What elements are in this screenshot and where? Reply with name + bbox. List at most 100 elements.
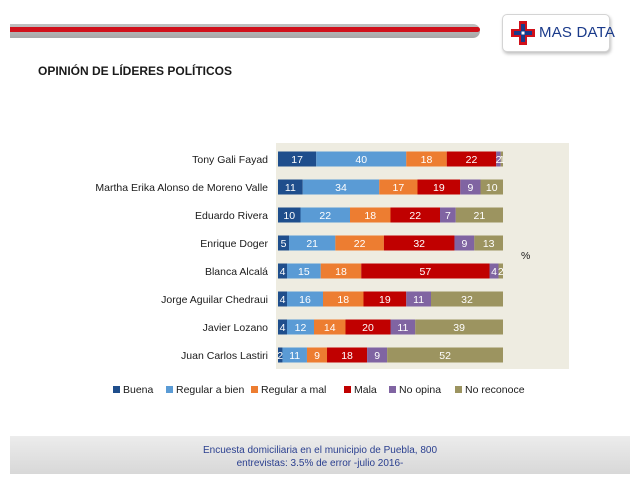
bar-mala-enrique-doger xyxy=(383,235,455,251)
bar-no-reconoce-blanca-alcala xyxy=(498,263,503,279)
data-label-mala-blanca-alcala: 57 xyxy=(420,266,432,278)
bar-mala-jorge-aguilar-chedraui xyxy=(363,291,407,307)
bar-regular-a-mal-enrique-doger xyxy=(335,235,384,251)
data-label-mala-jorge-aguilar-chedraui: 19 xyxy=(379,294,391,306)
bar-buena-javier-lozano xyxy=(278,319,287,335)
bar-regular-a-bien-eduardo-rivera xyxy=(300,207,350,223)
bar-regular-a-mal-blanca-alcala xyxy=(320,263,362,279)
bar-regular-a-mal-jorge-aguilar-chedraui xyxy=(323,291,364,307)
bar-no-reconoce-tony-gali-fayad xyxy=(500,151,503,167)
data-label-buena-tony-gali-fayad: 17 xyxy=(291,154,303,166)
data-label-buena-juan-carlos-lastiri: 2 xyxy=(277,350,283,362)
data-label-no-reconoce-martha-erika-alonso-de-moreno-valle: 10 xyxy=(486,182,498,194)
legend-label-mala: Mala xyxy=(354,384,377,396)
footer-line-2: entrevistas: 3.5% de error -julio 2016- xyxy=(236,458,404,469)
bar-mala-martha-erika-alonso-de-moreno-valle xyxy=(417,179,461,195)
data-label-no-opina-tony-gali-fayad: 2 xyxy=(496,154,502,166)
category-label-javier-lozano: Javier Lozano xyxy=(203,322,269,334)
category-label-tony-gali-fayad: Tony Gali Fayad xyxy=(192,154,268,166)
category-label-eduardo-rivera: Eduardo Rivera xyxy=(195,210,268,222)
data-label-regular-a-mal-tony-gali-fayad: 18 xyxy=(421,154,433,166)
data-label-no-reconoce-enrique-doger: 13 xyxy=(483,238,495,250)
bar-regular-a-bien-enrique-doger xyxy=(289,235,336,251)
data-label-no-opina-martha-erika-alonso-de-moreno-valle: 9 xyxy=(467,182,473,194)
data-label-regular-a-bien-martha-erika-alonso-de-moreno-valle: 34 xyxy=(335,182,347,194)
legend-label-no-reconoce: No reconoce xyxy=(465,384,525,396)
bar-no-reconoce-jorge-aguilar-chedraui xyxy=(431,291,503,307)
data-label-regular-a-mal-enrique-doger: 22 xyxy=(354,238,366,250)
bar-no-reconoce-javier-lozano xyxy=(415,319,503,335)
unit-label: % xyxy=(521,250,530,262)
bar-regular-a-bien-blanca-alcala xyxy=(287,263,321,279)
data-label-no-opina-eduardo-rivera: 7 xyxy=(445,210,451,222)
data-label-no-opina-juan-carlos-lastiri: 9 xyxy=(374,350,380,362)
bar-regular-a-bien-javier-lozano xyxy=(287,319,314,335)
bar-buena-blanca-alcala xyxy=(278,263,287,279)
bar-mala-javier-lozano xyxy=(345,319,391,335)
bar-regular-a-mal-eduardo-rivera xyxy=(350,207,391,223)
data-label-no-reconoce-juan-carlos-lastiri: 52 xyxy=(439,350,451,362)
category-label-blanca-alcala: Blanca Alcalá xyxy=(205,266,268,278)
bar-no-opina-tony-gali-fayad xyxy=(496,151,501,167)
data-label-no-opina-blanca-alcala: 4 xyxy=(491,266,497,278)
bar-no-reconoce-enrique-doger xyxy=(474,235,503,251)
data-label-regular-a-bien-enrique-doger: 21 xyxy=(306,238,318,250)
logo: MAS DATA xyxy=(502,14,615,52)
logo-text: MAS DATA xyxy=(539,24,616,41)
bar-no-reconoce-martha-erika-alonso-de-moreno-valle xyxy=(480,179,503,195)
legend-swatch-mala xyxy=(344,386,351,393)
bar-regular-a-mal-tony-gali-fayad xyxy=(406,151,447,167)
data-label-buena-jorge-aguilar-chedraui: 4 xyxy=(280,294,286,306)
legend-swatch-regular-a-bien xyxy=(166,386,173,393)
bar-regular-a-bien-martha-erika-alonso-de-moreno-valle xyxy=(302,179,380,195)
data-label-regular-a-mal-blanca-alcala: 18 xyxy=(335,266,347,278)
bar-regular-a-bien-jorge-aguilar-chedraui xyxy=(287,291,323,307)
data-label-buena-enrique-doger: 5 xyxy=(281,238,287,250)
footer-line-1: Encuesta domiciliaria en el municipio de… xyxy=(202,445,438,456)
legend-label-no-opina: No opina xyxy=(399,384,441,396)
bar-no-opina-jorge-aguilar-chedraui xyxy=(406,291,431,307)
data-label-mala-javier-lozano: 20 xyxy=(362,322,374,334)
legend-label-regular-a-mal: Regular a mal xyxy=(261,384,326,396)
legend-swatch-buena xyxy=(113,386,120,393)
data-label-mala-juan-carlos-lastiri: 18 xyxy=(341,350,353,362)
category-label-jorge-aguilar-chedraui: Jorge Aguilar Chedraui xyxy=(161,294,268,306)
bar-mala-eduardo-rivera xyxy=(390,207,440,223)
page-title: OPINIÓN DE LÍDERES POLÍTICOS xyxy=(38,64,233,78)
data-label-buena-blanca-alcala: 4 xyxy=(280,266,286,278)
data-label-no-opina-javier-lozano: 11 xyxy=(397,322,408,334)
bar-no-opina-martha-erika-alonso-de-moreno-valle xyxy=(460,179,481,195)
bar-buena-juan-carlos-lastiri xyxy=(278,347,283,363)
category-label-martha-erika-alonso-de-moreno-valle: Martha Erika Alonso de Moreno Valle xyxy=(95,182,268,194)
data-label-regular-a-bien-tony-gali-fayad: 40 xyxy=(355,154,367,166)
data-label-no-reconoce-tony-gali-fayad: 1 xyxy=(499,154,505,166)
bar-regular-a-bien-juan-carlos-lastiri xyxy=(282,347,307,363)
data-label-mala-tony-gali-fayad: 22 xyxy=(466,154,478,166)
footer: Encuesta domiciliaria en el municipio de… xyxy=(10,436,630,474)
bar-mala-tony-gali-fayad xyxy=(446,151,497,167)
data-label-mala-enrique-doger: 32 xyxy=(413,238,425,250)
bar-regular-a-mal-juan-carlos-lastiri xyxy=(306,347,328,363)
category-label-enrique-doger: Enrique Doger xyxy=(200,238,268,250)
data-label-buena-eduardo-rivera: 10 xyxy=(283,210,295,222)
bar-no-opina-juan-carlos-lastiri xyxy=(367,347,388,363)
bar-buena-martha-erika-alonso-de-moreno-valle xyxy=(278,179,303,195)
data-label-no-reconoce-eduardo-rivera: 21 xyxy=(474,210,486,222)
data-label-regular-a-mal-javier-lozano: 14 xyxy=(324,322,336,334)
legend-swatch-no-reconoce xyxy=(455,386,462,393)
legend-label-buena: Buena xyxy=(123,384,154,396)
data-label-no-reconoce-jorge-aguilar-chedraui: 32 xyxy=(461,294,473,306)
data-label-regular-a-bien-javier-lozano: 12 xyxy=(295,322,307,334)
bar-no-opina-enrique-doger xyxy=(454,235,475,251)
legend-label-regular-a-bien: Regular a bien xyxy=(176,384,244,396)
data-label-no-reconoce-blanca-alcala: 2 xyxy=(498,266,504,278)
data-label-mala-eduardo-rivera: 22 xyxy=(409,210,421,222)
data-label-regular-a-bien-blanca-alcala: 15 xyxy=(298,266,310,278)
data-label-regular-a-mal-jorge-aguilar-chedraui: 18 xyxy=(337,294,349,306)
data-label-no-opina-enrique-doger: 9 xyxy=(461,238,467,250)
bar-no-opina-javier-lozano xyxy=(390,319,416,335)
data-label-regular-a-mal-juan-carlos-lastiri: 9 xyxy=(314,350,320,362)
header-red-stripe xyxy=(10,27,480,32)
data-label-buena-martha-erika-alonso-de-moreno-valle: 11 xyxy=(285,182,296,194)
